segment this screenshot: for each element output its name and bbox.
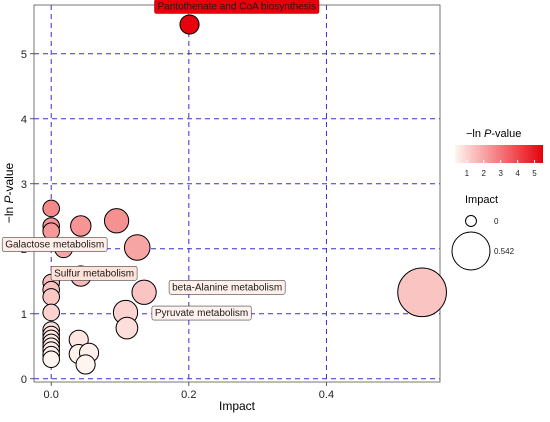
data-point-0	[179, 14, 200, 35]
color-tick-label-3: 4	[515, 169, 520, 178]
data-point-24	[42, 350, 60, 369]
point-label-text-4: beta-Alanine metabolism	[172, 282, 282, 293]
data-point-9	[42, 222, 60, 240]
x-tick-label-1: 0.2	[181, 389, 196, 401]
y-tick-label-4: 4	[21, 114, 27, 126]
color-bar	[455, 145, 543, 163]
data-point-2	[123, 234, 151, 261]
data-point-28	[75, 354, 96, 375]
size-legend-circle-1	[451, 231, 491, 271]
plot-frame	[33, 4, 441, 383]
size-legend-label-1: 0.542	[494, 247, 515, 256]
y-axis-title-prefix: −ln	[2, 204, 16, 224]
y-tick-label-5: 5	[21, 49, 27, 61]
y-axis-title-italic: P	[2, 195, 16, 203]
color-legend-title-suffix: -value	[491, 128, 521, 140]
color-legend-title-italic: P	[484, 128, 492, 140]
axes: 0.00.20.4012345	[21, 49, 334, 401]
data-point-3	[103, 208, 130, 234]
data-points	[42, 14, 447, 375]
color-legend-title-prefix: −ln	[466, 128, 484, 140]
point-label-3: Pyruvate metabolism	[151, 305, 252, 321]
data-point-7	[42, 199, 60, 218]
data-point-4	[70, 215, 92, 237]
point-label-1: Galactose metabolism	[1, 237, 108, 252]
color-tick-label-1: 2	[482, 169, 487, 178]
color-legend-title: −ln P-value	[466, 128, 521, 140]
size-legend-items: 0 0.542	[451, 215, 515, 271]
point-label-0: Pantothenate and CoA biosynthesis	[154, 0, 320, 14]
point-label-box-2	[50, 265, 138, 281]
point-label-text-1: Galactose metabolism	[5, 239, 104, 250]
color-tick-label-2: 3	[498, 169, 503, 178]
grid	[34, 5, 440, 382]
point-labels: Pantothenate and CoA biosynthesis Galacto…	[1, 0, 320, 321]
point-label-text-0: Pantothenate and CoA biosynthesis	[158, 2, 316, 13]
point-label-box-0	[154, 0, 320, 14]
point-label-2: Sulfur metabolism	[50, 265, 138, 281]
x-tick-label-2: 0.4	[319, 389, 334, 401]
size-legend-circle-0	[465, 215, 477, 227]
y-tick-label-0: 0	[21, 374, 27, 386]
data-point-12	[115, 316, 139, 340]
data-point-16	[42, 303, 60, 322]
data-point-15	[42, 288, 60, 306]
y-axis-title: −ln P-value	[2, 162, 16, 223]
y-tick-label-3: 3	[21, 179, 27, 191]
data-point-10	[131, 279, 157, 305]
point-label-text-2: Sulfur metabolism	[54, 268, 134, 279]
point-label-box-3	[151, 305, 252, 321]
x-tick-label-0: 0.0	[44, 389, 59, 401]
color-bar-ticks: 1 2 3 4 5	[465, 160, 537, 178]
x-axis-title: Impact	[219, 399, 256, 413]
size-legend-title: Impact	[465, 194, 498, 206]
point-label-box-1	[1, 237, 108, 252]
y-tick-label-1: 1	[21, 309, 27, 321]
point-label-4: beta-Alanine metabolism	[168, 279, 286, 295]
color-tick-label-4: 5	[532, 169, 537, 178]
point-label-text-3: Pyruvate metabolism	[155, 308, 248, 319]
data-point-1	[397, 267, 447, 318]
size-legend-label-0: 0	[494, 217, 499, 226]
legend: −ln P-value 1 2 3 4 5 Impact 0 0.542	[451, 128, 543, 271]
color-tick-label-0: 1	[465, 169, 470, 178]
point-label-box-4	[168, 279, 286, 295]
y-axis-title-suffix: -value	[2, 162, 16, 195]
